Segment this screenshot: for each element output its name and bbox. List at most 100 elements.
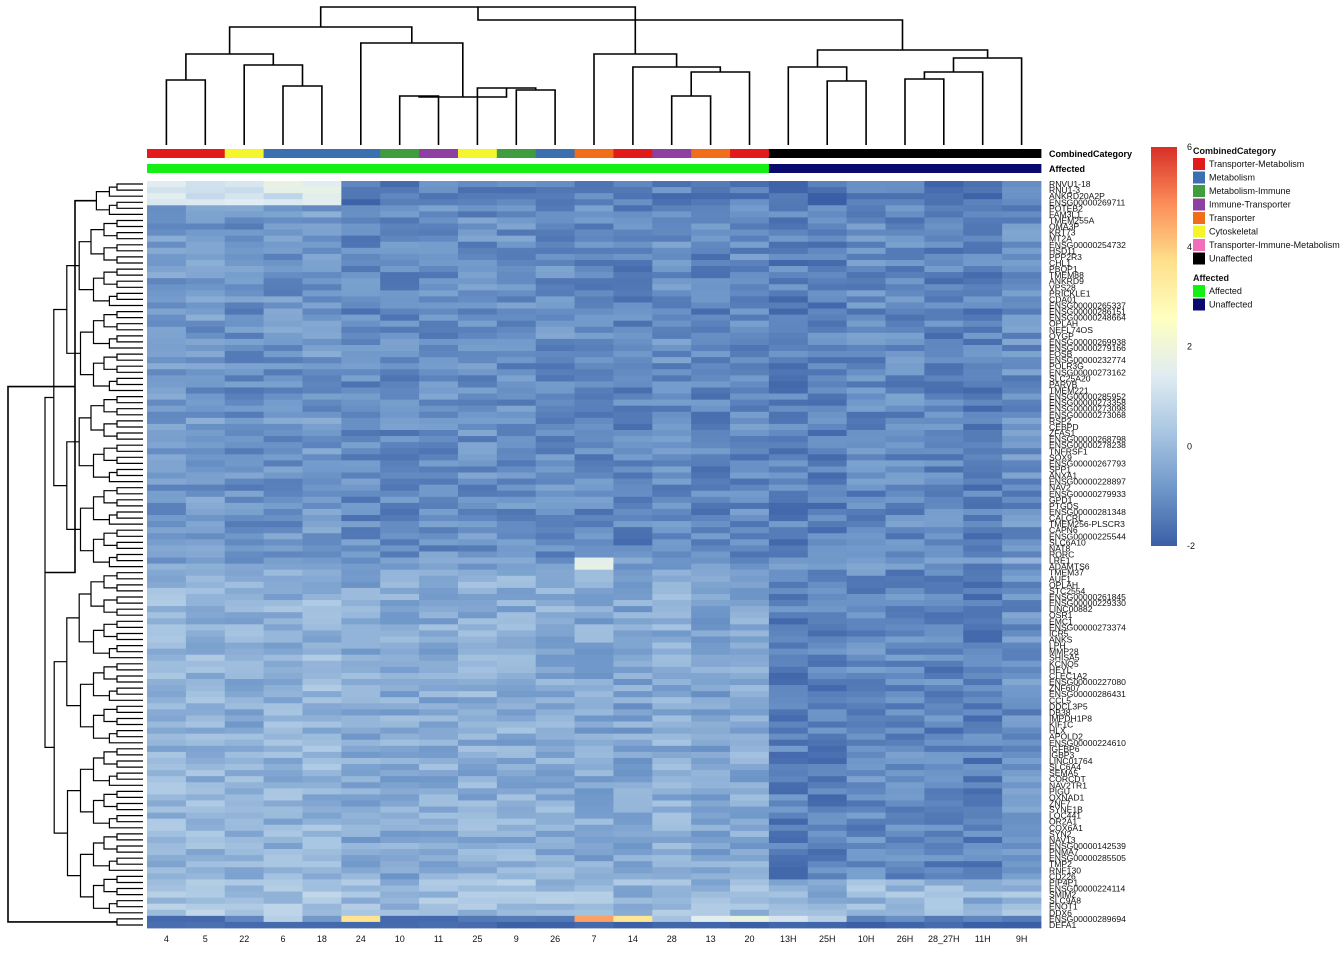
heatmap-cell [846, 612, 886, 619]
dendrogram-branch [103, 222, 117, 237]
heatmap-cell [535, 812, 575, 820]
heatmap-cell [419, 442, 459, 449]
heatmap-cell [807, 575, 848, 583]
heatmap-cell [1002, 836, 1042, 844]
heatmap-cell [380, 654, 420, 662]
heatmap-cell [730, 909, 770, 917]
heatmap-cell [730, 842, 770, 850]
dendrogram-branch [116, 833, 143, 841]
heatmap-cell [419, 193, 459, 200]
heatmap-cell [768, 660, 809, 668]
dendrogram-branch [103, 247, 117, 261]
column-label: 11H [975, 934, 991, 944]
dendrogram-branch [116, 365, 143, 373]
heatmap-cell [652, 879, 692, 886]
heatmap-cell [457, 630, 498, 637]
heatmap-cell [574, 697, 614, 704]
heatmap-cell [302, 369, 342, 376]
heatmap-cell [652, 624, 692, 631]
heatmap-cell [1002, 612, 1042, 619]
heatmap-cell [924, 241, 964, 249]
heatmap-cell [147, 351, 187, 358]
heatmap-cell [147, 411, 187, 419]
heatmap-cell [1002, 618, 1042, 625]
heatmap-cell [652, 660, 692, 668]
heatmap-cell [302, 187, 342, 194]
heatmap-cell [768, 302, 809, 309]
heatmap-cell [885, 332, 925, 340]
heatmap-cell [924, 885, 964, 892]
heatmap-cell [147, 879, 187, 886]
heatmap-cell [457, 782, 498, 789]
heatmap-cell [341, 205, 381, 212]
heatmap-cell [652, 618, 692, 625]
heatmap-cell [302, 563, 342, 571]
dendrogram-branch [79, 507, 94, 552]
legend-item-label: Transporter [1209, 213, 1255, 223]
heatmap-cell [302, 842, 342, 850]
heatmap-cell [807, 764, 848, 771]
heatmap-cell [380, 387, 420, 394]
heatmap-cell [613, 849, 653, 856]
heatmap-cell [574, 466, 614, 473]
heatmap-cell [574, 211, 614, 218]
heatmap-cell [885, 824, 925, 832]
heatmap-cell [885, 363, 925, 370]
heatmap-cell [574, 563, 614, 571]
heatmap-cell [1002, 381, 1042, 388]
heatmap-cell [924, 205, 964, 212]
heatmap-cell [730, 363, 770, 370]
heatmap-cell [768, 436, 809, 443]
heatmap-cell [147, 399, 187, 407]
dendrogram-branch [92, 842, 110, 867]
heatmap-cell [457, 672, 498, 680]
heatmap-cell [147, 630, 187, 637]
heatmap-cell [768, 873, 809, 880]
heatmap-cell [963, 897, 1003, 905]
heatmap-cell [380, 685, 420, 692]
heatmap-cell [691, 369, 731, 376]
heatmap-cell [380, 393, 420, 401]
heatmap-cell [535, 521, 575, 528]
heatmap-cell [302, 800, 342, 807]
heatmap-cell [730, 278, 770, 285]
row-label: CALCRL [1049, 513, 1083, 523]
dendrogram-branch [103, 836, 117, 850]
heatmap-cell [924, 272, 964, 279]
heatmap-cell [885, 630, 925, 637]
heatmap-cell [963, 818, 1003, 826]
heatmap-cell [730, 344, 770, 352]
heatmap-cell [574, 521, 614, 528]
heatmap-cell [768, 472, 809, 479]
heatmap-cell [496, 861, 537, 868]
heatmap-cell [263, 521, 303, 528]
heatmap-cell [924, 569, 964, 577]
heatmap-cell [574, 593, 614, 601]
heatmap-cell [535, 776, 575, 783]
heatmap-cell [380, 812, 420, 820]
heatmap-cell [730, 533, 770, 540]
heatmap-cell [1002, 405, 1042, 413]
heatmap-cell [574, 606, 614, 613]
heatmap-cell [730, 308, 770, 316]
dendrogram-branch [92, 714, 110, 739]
heatmap-cell [1002, 235, 1042, 243]
heatmap-cell [263, 460, 303, 467]
heatmap-cell [1002, 849, 1042, 856]
heatmap-cell [147, 557, 187, 565]
heatmap-cell [185, 861, 226, 868]
heatmap-cell [768, 636, 809, 643]
heatmap-cell [419, 229, 459, 237]
heatmap-cell [535, 788, 575, 795]
heatmap-cell [380, 587, 420, 595]
heatmap-cell [691, 199, 731, 206]
heatmap-cell [807, 423, 848, 431]
heatmap-cell [185, 757, 226, 765]
heatmap-cell [1002, 800, 1042, 807]
heatmap-cell [768, 587, 809, 595]
heatmap-cell [380, 581, 420, 589]
heatmap-cell [846, 600, 886, 607]
heatmap-cell [963, 861, 1003, 868]
heatmap-cell [419, 830, 459, 838]
heatmap-cell [419, 873, 459, 880]
